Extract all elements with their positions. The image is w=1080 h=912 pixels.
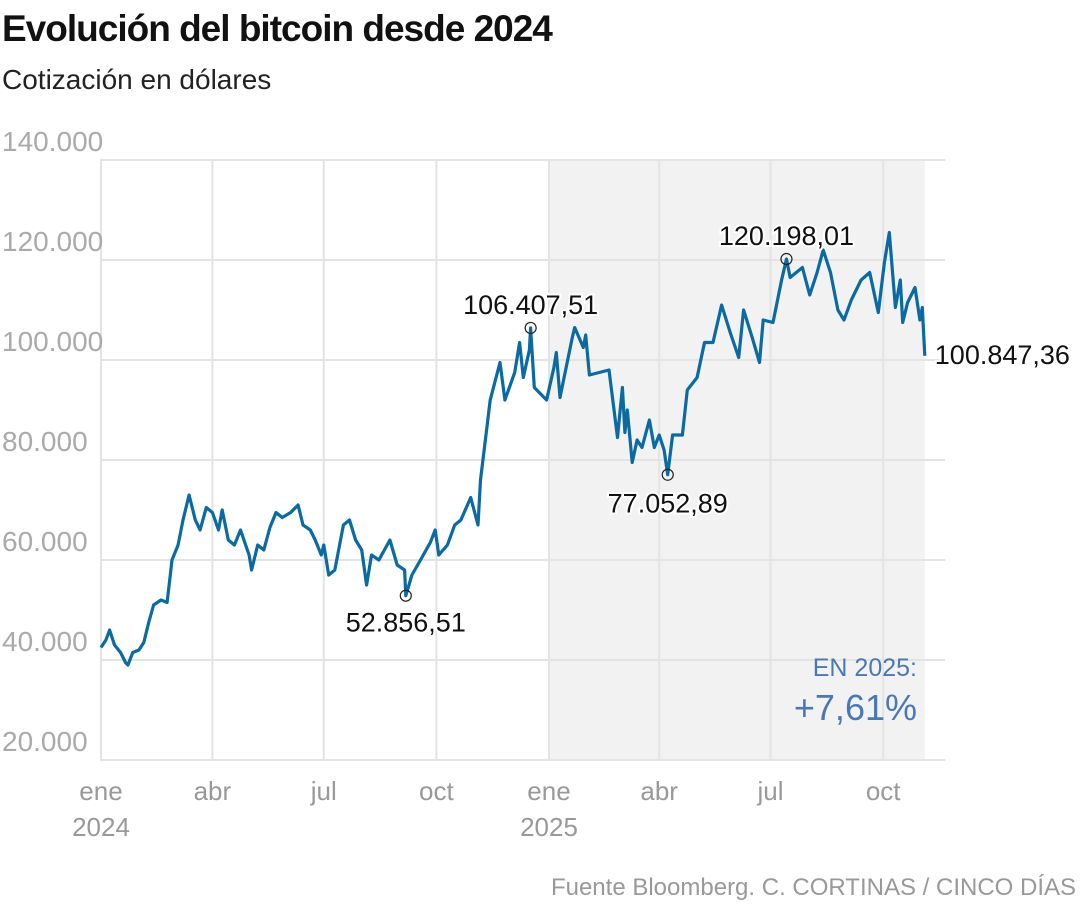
annotation-marker [524, 321, 537, 335]
price-line [99, 230, 927, 667]
annotation-label: 52.856,51 [346, 608, 466, 638]
x-tick-year-label: 2025 [520, 812, 578, 842]
y-tick-label: 40.000 [2, 626, 88, 657]
x-tick-label: oct [419, 776, 454, 806]
annotation-label: 120.198,01 [719, 221, 854, 251]
x-tick-label: jul [310, 776, 337, 806]
x-tick-label: jul [757, 776, 784, 806]
x-tick-label: oct [866, 776, 901, 806]
y-tick-label: 80.000 [2, 426, 88, 457]
y-tick-label: 140.000 [2, 126, 103, 157]
x-tick-label: ene [79, 776, 122, 806]
x-tick-year-label: 2024 [72, 812, 130, 842]
y-tick-label: 60.000 [2, 526, 88, 557]
annotation-label: 106.407,51 [463, 290, 598, 320]
annotation-label: 77.052,89 [608, 489, 728, 519]
annotation-marker [780, 252, 793, 266]
annotation-marker [661, 468, 674, 481]
callout-label: EN 2025: [813, 654, 917, 682]
annotation-label: 100.847,36 [935, 340, 1070, 370]
chart-subtitle: Cotización en dólares [2, 64, 272, 95]
x-tick-label: ene [527, 776, 570, 806]
x-tick-label: abr [640, 776, 678, 806]
callout-value: +7,61% [794, 687, 917, 728]
chart-title: Evolución del bitcoin desde 2024 [2, 8, 553, 49]
source-credit: Fuente Bloomberg. C. CORTINAS / CINCO DÍ… [550, 874, 1076, 901]
annotation-marker [399, 589, 412, 602]
x-tick-label: abr [194, 776, 232, 806]
y-tick-label: 100.000 [2, 326, 103, 357]
y-tick-label: 20.000 [2, 726, 88, 757]
y-tick-label: 120.000 [2, 226, 103, 257]
